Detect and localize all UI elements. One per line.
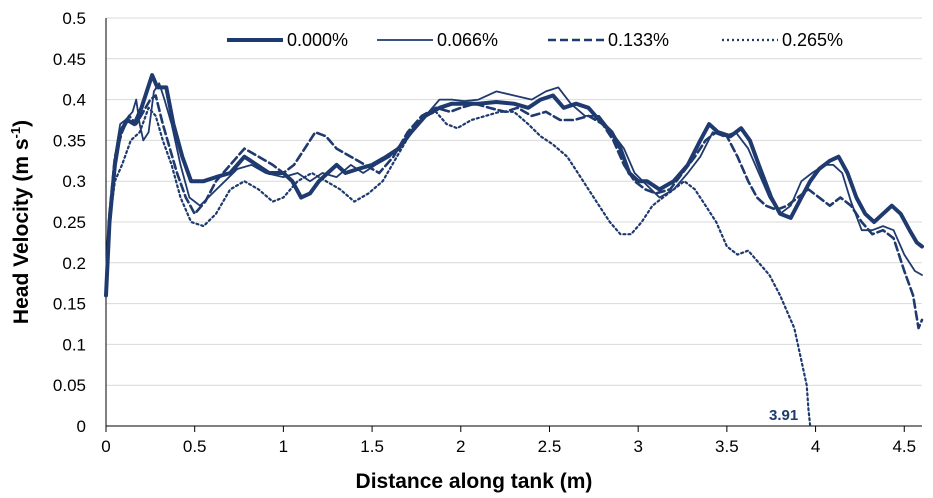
y-tick-label: 0.3 <box>62 172 86 191</box>
x-tick-label: 4.5 <box>892 437 916 456</box>
legend: 0.000% 0.066% 0.133% 0.265% <box>227 30 843 50</box>
annotations: 3.91 <box>769 407 798 424</box>
y-axis: 0 0.05 0.1 0.15 0.2 0.25 0.3 0.35 0.4 0.45 0.5 <box>53 9 107 436</box>
y-tick-label: 0.2 <box>62 254 86 273</box>
y-tick-label: 0.35 <box>53 131 86 150</box>
legend-label: 0.133% <box>608 30 669 50</box>
x-tick-label: 2 <box>456 437 465 456</box>
x-axis-title: Distance along tank (m) <box>356 470 593 493</box>
y-tick-label: 0.5 <box>62 9 86 28</box>
y-tick-label: 0.4 <box>62 91 86 110</box>
legend-label: 0.265% <box>782 30 843 50</box>
x-tick-label: 3 <box>633 437 642 456</box>
series-line-0.265% <box>104 106 812 428</box>
gridlines <box>106 17 922 386</box>
y-axis-title: Head Velocity (m s-1) <box>8 120 33 324</box>
series-line-0.000% <box>104 73 924 298</box>
y-axis-title-superscript: -1 <box>8 127 23 139</box>
y-tick-label: 0.25 <box>53 213 86 232</box>
annotation-label: 3.91 <box>769 407 798 424</box>
x-tick-label: 0 <box>101 437 110 456</box>
legend-label: 0.066% <box>437 30 498 50</box>
x-tick-label: 1 <box>279 437 288 456</box>
x-axis: 0 0.5 1 1.5 2 2.5 3 3.5 4 4.5 <box>101 425 922 456</box>
y-axis-title-main: Head Velocity (m s <box>10 138 33 324</box>
y-tick-label: 0 <box>77 417 86 436</box>
y-tick-label: 0.15 <box>53 295 86 314</box>
series-line-0.066% <box>105 82 923 289</box>
x-tick-label: 1.5 <box>360 437 384 456</box>
x-tick-label: 4 <box>811 437 820 456</box>
plot-area <box>104 73 924 428</box>
x-tick-label: 0.5 <box>183 437 207 456</box>
series-line-0.133% <box>104 94 924 330</box>
y-tick-label: 0.1 <box>62 335 86 354</box>
y-tick-label: 0.05 <box>53 376 86 395</box>
x-tick-label: 3.5 <box>715 437 739 456</box>
x-tick-label: 2.5 <box>538 437 562 456</box>
legend-label: 0.000% <box>287 30 348 50</box>
y-axis-title-close: ) <box>10 120 33 127</box>
y-tick-label: 0.45 <box>53 50 86 69</box>
